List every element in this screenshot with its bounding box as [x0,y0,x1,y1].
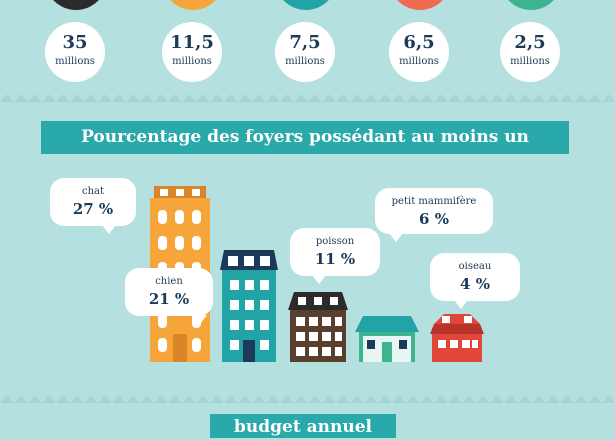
stat-unit: millions [172,56,212,67]
bubble-value: 27 % [72,200,114,218]
bubble-oiseau: oiseau 4 % [430,253,520,309]
stat-circle-2: 11,5 millions [162,22,222,82]
stat-circle-1: 35 millions [45,22,105,82]
bubble-label: chien [155,276,183,287]
stat-unit: millions [285,56,325,67]
brown-house [288,292,348,362]
stat-value: 6,5 [403,32,435,53]
stat-value: 2,5 [514,32,546,53]
bubble-label: poisson [315,236,355,247]
stat-circle-3: 7,5 millions [275,22,335,82]
footer-banner-title: budget annuel [210,414,396,438]
top-circle-green [500,0,562,10]
bubble-chat: chat 27 % [50,178,136,234]
stat-circle-5: 2,5 millions [500,22,560,82]
stat-circle-4: 6,5 millions [389,22,449,82]
bubble-value: 6 % [419,210,449,228]
zigzag-divider-bottom [0,395,615,403]
top-circle-coral [389,0,451,10]
top-circle-orange [162,0,224,10]
top-circle-black [45,0,107,10]
bubble-label: chat [81,186,105,197]
bubble-value: 21 % [148,290,190,308]
bubble-label: petit mammifère [391,196,477,207]
stat-unit: millions [399,56,439,67]
section-banner-title: Pourcentage des foyers possédant au moin… [41,121,569,154]
stat-value: 11,5 [170,32,214,53]
stat-unit: millions [55,56,95,67]
green-house [355,316,419,362]
top-circle-teal [275,0,337,10]
teal-building [220,250,278,362]
zigzag-divider [0,94,615,102]
bubble-poisson: poisson 11 % [290,228,380,284]
bubble-petit-mammifere: petit mammifère 6 % [375,188,493,242]
bubble-value: 11 % [314,250,356,268]
red-house [430,314,484,362]
stat-value: 35 [62,32,88,53]
stat-unit: millions [510,56,550,67]
bubble-chien: chien 21 % [125,268,213,324]
bubble-label: oiseau [458,261,492,272]
stat-value: 7,5 [289,32,321,53]
bubble-value: 4 % [460,275,490,293]
